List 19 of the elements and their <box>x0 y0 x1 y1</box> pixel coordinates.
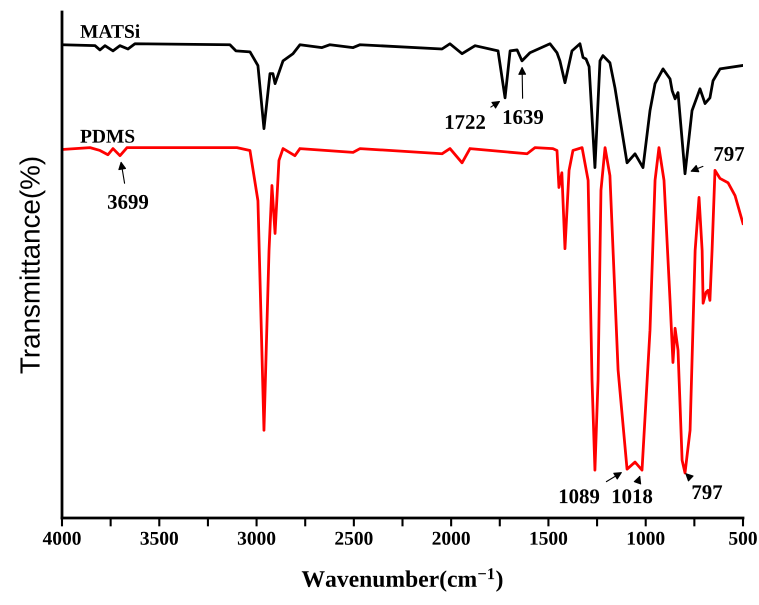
annotation: 1089 <box>560 489 600 504</box>
annotation: 1018 <box>612 489 652 504</box>
x-tick-label: 4000 <box>42 532 81 545</box>
annotation: 3699 <box>108 194 148 209</box>
x-tick-label: 2000 <box>432 532 470 545</box>
x-tick-label: 500 <box>729 532 757 545</box>
y-axis-title: Transmittance(%) <box>19 158 46 374</box>
x-tick-label: 2500 <box>335 532 373 545</box>
x-tick-label: 1500 <box>530 532 568 545</box>
annotation: 1722 <box>446 115 485 129</box>
x-tick-label: 3000 <box>238 532 276 545</box>
series-label: PDMS <box>80 130 134 143</box>
x-axis-title: Wavenumber(cm$^{−1}$) <box>302 568 502 592</box>
x-tick-label: 1000 <box>628 532 664 545</box>
annotation: 797 <box>714 146 744 161</box>
annotation: 1639 <box>504 110 544 124</box>
series-label: MATSi <box>80 24 140 38</box>
annotation: 797 <box>692 485 722 500</box>
x-tick-label: 3500 <box>140 532 178 545</box>
